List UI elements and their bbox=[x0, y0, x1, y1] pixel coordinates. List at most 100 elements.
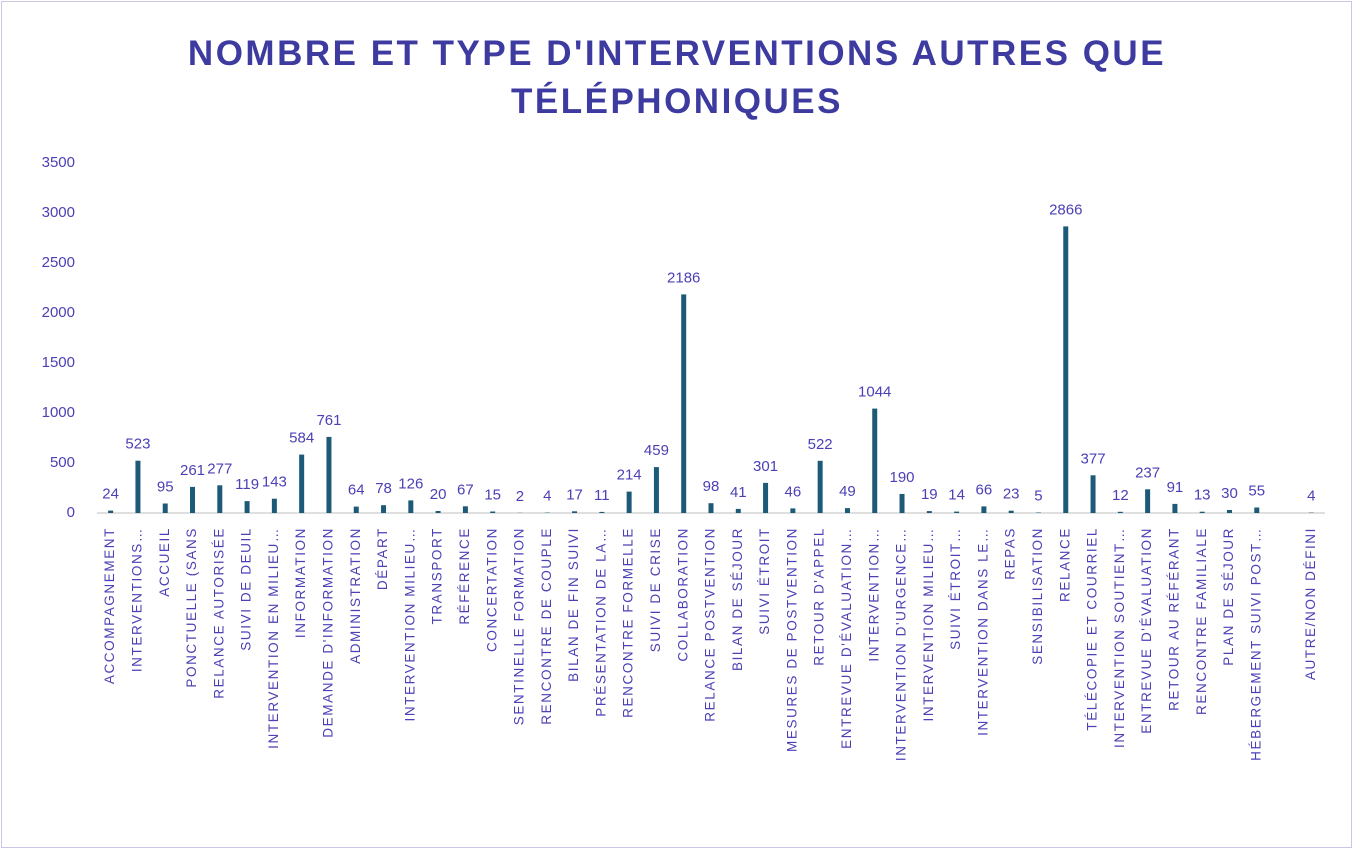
data-label: 46 bbox=[785, 483, 802, 500]
chart-title: NOMBRE ET TYPE D'INTERVENTIONS AUTRES QU… bbox=[187, 34, 1167, 121]
x-tick-label: PONCTUELLE (SANS bbox=[184, 527, 199, 688]
data-label: 49 bbox=[839, 483, 856, 500]
x-tick-label: RELANCE POSTVENTION bbox=[703, 527, 718, 722]
data-label: 17 bbox=[566, 486, 583, 503]
x-tick-label: RETOUR D'APPEL bbox=[812, 527, 827, 666]
bar bbox=[162, 503, 168, 513]
y-tick-label: 3000 bbox=[42, 204, 75, 221]
data-label: 237 bbox=[1135, 464, 1160, 481]
bar bbox=[626, 491, 632, 513]
bar bbox=[763, 482, 769, 513]
x-tick-label: RENCONTRE DE COUPLE bbox=[539, 527, 554, 725]
data-label: 2866 bbox=[1049, 201, 1082, 218]
data-label: 64 bbox=[348, 482, 365, 499]
data-label: 78 bbox=[375, 480, 392, 497]
data-label: 2 bbox=[516, 488, 524, 505]
x-tick-label: INTERVENTION DANS LE… bbox=[975, 527, 990, 736]
x-tick-label: SENTINELLE FORMATION bbox=[512, 527, 527, 725]
bar bbox=[381, 505, 387, 513]
x-tick-label: RENCONTRE FAMILIALE bbox=[1194, 527, 1209, 715]
bar bbox=[1145, 489, 1151, 513]
x-tick-label: RENCONTRE FORMELLE bbox=[621, 527, 636, 718]
data-label: 459 bbox=[644, 442, 669, 459]
x-tick-label: BILAN DE SÉJOUR bbox=[730, 527, 745, 671]
x-tick-label: TÉLÉCOPIE ET COURRIEL bbox=[1085, 527, 1100, 731]
x-tick-label: RELANCE AUTORISÉE bbox=[211, 527, 226, 699]
data-label: 143 bbox=[262, 474, 287, 491]
data-label: 5 bbox=[1034, 487, 1042, 504]
x-tick-label: INTERVENTION EN MILIEU… bbox=[266, 527, 281, 749]
x-tick-label: ACCUEIL bbox=[157, 527, 172, 597]
y-tick-label: 1500 bbox=[42, 354, 75, 371]
x-tick-label: BILAN DE FIN SUIVI bbox=[566, 527, 581, 682]
bar bbox=[1090, 475, 1096, 513]
data-label: 67 bbox=[457, 481, 474, 498]
x-tick-label: SUIVI DE DEUIL bbox=[239, 527, 254, 651]
data-label: 14 bbox=[948, 487, 965, 504]
data-label: 30 bbox=[1221, 485, 1238, 502]
bar bbox=[1226, 510, 1232, 513]
x-tick-label: INTERVENTION SOUTIENT… bbox=[1112, 527, 1127, 748]
bar bbox=[790, 508, 796, 513]
bar bbox=[844, 508, 850, 513]
y-tick-label: 2000 bbox=[42, 304, 75, 321]
x-tick-label: PRÉSENTATION DE LA… bbox=[593, 527, 608, 717]
bar bbox=[735, 508, 741, 513]
bar bbox=[817, 460, 823, 513]
y-tick-label: 500 bbox=[50, 454, 75, 471]
bar bbox=[108, 510, 114, 513]
data-label: 126 bbox=[398, 475, 423, 492]
x-tick-label: ADMINISTRATION bbox=[348, 527, 363, 664]
data-label: 190 bbox=[890, 469, 915, 486]
bar bbox=[1199, 511, 1205, 513]
data-label: 95 bbox=[157, 478, 174, 495]
data-label: 377 bbox=[1081, 450, 1106, 467]
x-tick-label: REPAS bbox=[1003, 527, 1018, 580]
bar bbox=[572, 511, 578, 513]
data-label: 2186 bbox=[667, 269, 700, 286]
data-label: 23 bbox=[1003, 486, 1020, 503]
bar bbox=[135, 460, 141, 513]
bar bbox=[872, 408, 878, 513]
x-tick-label: SUIVI DE CRISE bbox=[648, 527, 663, 652]
bar bbox=[326, 436, 332, 513]
bar bbox=[1254, 507, 1260, 513]
bar bbox=[190, 486, 196, 513]
x-tick-label: ENTREVUE D'ÉVALUATION… bbox=[839, 527, 854, 749]
x-tick-label: HÉBERGEMENT SUIVI POST… bbox=[1248, 527, 1263, 761]
x-tick-label: SENSIBILISATION bbox=[1030, 527, 1045, 665]
bar bbox=[981, 506, 987, 513]
x-tick-label: DEMANDE D'INFORMATION bbox=[321, 527, 336, 738]
x-tick-label: INTERVENTION MILIEU… bbox=[402, 527, 417, 722]
x-tick-label: AUTRE/NON DÉFINI bbox=[1303, 527, 1318, 680]
bar bbox=[653, 467, 659, 513]
data-label: 11 bbox=[594, 487, 610, 504]
x-tick-label: RELANCE bbox=[1057, 527, 1072, 602]
bar bbox=[954, 511, 960, 513]
bar bbox=[299, 454, 305, 513]
data-label: 4 bbox=[543, 488, 551, 505]
data-label: 13 bbox=[1194, 487, 1211, 504]
y-tick-label: 3500 bbox=[42, 154, 75, 171]
x-tick-label: RÉFÉRENCE bbox=[457, 527, 472, 625]
data-label: 91 bbox=[1167, 479, 1184, 496]
data-label: 66 bbox=[976, 481, 993, 498]
data-label: 584 bbox=[289, 430, 314, 447]
x-tick-label: RETOUR AU RÉFÉRANT bbox=[1166, 527, 1181, 711]
bar bbox=[408, 500, 414, 513]
x-tick-label: PLAN DE SÉJOUR bbox=[1221, 527, 1236, 666]
data-label: 761 bbox=[316, 412, 341, 429]
data-label: 12 bbox=[1112, 487, 1129, 504]
data-label: 301 bbox=[753, 458, 778, 475]
data-label: 522 bbox=[808, 436, 833, 453]
bar bbox=[435, 511, 441, 513]
x-tick-label: ENTREVUE D'ÉVALUATION bbox=[1139, 527, 1154, 734]
data-label: 24 bbox=[102, 486, 119, 503]
bar bbox=[899, 494, 905, 513]
data-label: 214 bbox=[617, 467, 642, 484]
bar bbox=[1063, 226, 1069, 513]
bar bbox=[1172, 503, 1178, 513]
x-tick-label: INTERVENTION… bbox=[866, 527, 881, 662]
